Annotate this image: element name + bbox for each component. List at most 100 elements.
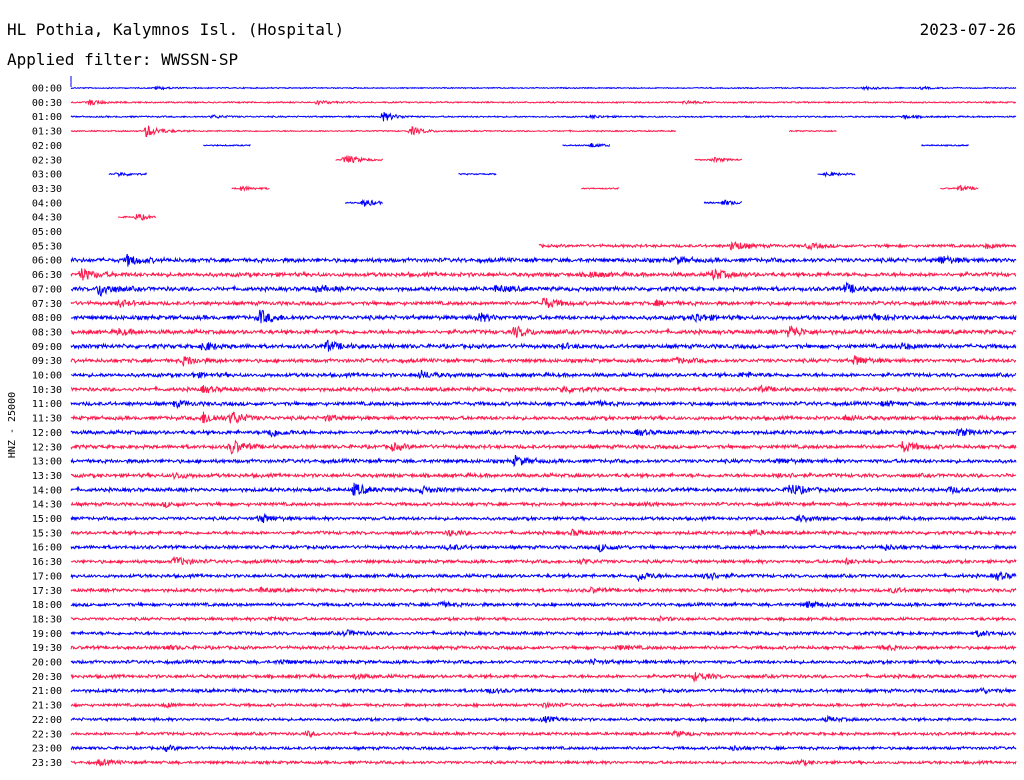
- trace-0900-seg-0: [70, 339, 1017, 352]
- trace-0400-seg-1: [703, 199, 743, 206]
- trace-0330-seg-2: [940, 184, 979, 191]
- row-label-2130: 21:30: [32, 701, 62, 712]
- trace-1400-seg-0: [70, 482, 1017, 496]
- trace-0930-seg-0: [70, 355, 1016, 367]
- trace-0000-seg-0: [70, 85, 1017, 92]
- trace-1430-seg-0: [70, 500, 1017, 509]
- row-label-1630: 16:30: [32, 557, 62, 568]
- trace-0230-seg-0: [335, 154, 384, 164]
- trace-1800-seg-0: [70, 599, 1017, 609]
- row-label-1030: 10:30: [32, 385, 62, 396]
- trace-1530-seg-0: [70, 528, 1017, 537]
- trace-1730-seg-0: [70, 586, 1017, 595]
- row-label-1930: 19:30: [32, 643, 62, 654]
- row-label-0800: 08:00: [32, 313, 62, 324]
- row-label-1230: 12:30: [32, 442, 62, 453]
- row-label-1330: 13:30: [32, 471, 62, 482]
- row-label-1000: 10:00: [32, 371, 62, 382]
- row-label-2230: 22:30: [32, 729, 62, 740]
- trace-0530-seg-0: [538, 241, 1017, 251]
- trace-2300-seg-0: [70, 744, 1017, 753]
- row-label-0330: 03:30: [32, 184, 62, 195]
- trace-1100-seg-0: [70, 398, 1017, 410]
- trace-0330-seg-0: [231, 185, 270, 192]
- plot-date: 2023-07-26: [919, 20, 1016, 39]
- row-label-0730: 07:30: [32, 299, 62, 310]
- row-label-1200: 12:00: [32, 428, 62, 439]
- trace-1330-seg-0: [70, 471, 1017, 481]
- trace-0300-seg-0: [108, 171, 148, 178]
- row-label-0500: 05:00: [32, 227, 62, 238]
- trace-0700-seg-0: [70, 281, 1017, 297]
- row-label-2300: 23:00: [32, 744, 62, 755]
- trace-2100-seg-0: [70, 686, 1017, 695]
- trace-1630-seg-0: [70, 556, 1017, 566]
- trace-2000-seg-0: [70, 657, 1017, 666]
- y-axis-label: HNZ - 25000: [7, 392, 18, 458]
- trace-1030-seg-0: [70, 384, 1017, 395]
- trace-2130-seg-0: [70, 700, 1017, 710]
- row-label-0600: 06:00: [32, 256, 62, 267]
- row-label-1800: 18:00: [32, 600, 62, 611]
- trace-0130-seg-1: [788, 129, 837, 133]
- trace-1900-seg-0: [70, 629, 1016, 638]
- trace-0730-seg-0: [70, 297, 1017, 308]
- trace-0200-seg-1: [562, 142, 611, 148]
- trace-0400-seg-0: [345, 198, 383, 207]
- trace-0300-seg-1: [458, 172, 497, 176]
- row-label-1530: 15:30: [32, 528, 62, 539]
- row-label-2000: 20:00: [32, 658, 62, 669]
- row-label-1600: 16:00: [32, 543, 62, 554]
- trace-0430-seg-0: [117, 213, 157, 221]
- row-label-0430: 04:30: [32, 213, 62, 224]
- trace-0800-seg-0: [70, 309, 1017, 324]
- row-label-0930: 09:30: [32, 356, 62, 367]
- row-label-0100: 01:00: [32, 112, 62, 123]
- row-label-1300: 13:00: [32, 457, 62, 468]
- row-label-0530: 05:30: [32, 241, 62, 252]
- trace-1500-seg-0: [70, 512, 1017, 524]
- row-label-0900: 09:00: [32, 342, 62, 353]
- trace-0830-seg-0: [70, 324, 1017, 338]
- trace-0630-seg-0: [70, 268, 1017, 282]
- row-label-1500: 15:00: [32, 514, 62, 525]
- filter-label: Applied filter: WWSSN-SP: [7, 50, 239, 69]
- trace-1700-seg-0: [70, 570, 1017, 583]
- row-label-1430: 14:30: [32, 500, 62, 511]
- row-label-1830: 18:30: [32, 614, 62, 625]
- row-label-1130: 11:30: [32, 414, 62, 425]
- station-title: HL Pothia, Kalymnos Isl. (Hospital): [7, 20, 345, 39]
- row-label-0230: 02:30: [32, 155, 62, 166]
- trace-0600-seg-0: [70, 253, 1017, 267]
- trace-1230-seg-0: [70, 439, 1017, 455]
- trace-0300-seg-2: [817, 171, 856, 178]
- trace-rows: [70, 85, 1017, 767]
- row-label-1900: 19:00: [32, 629, 62, 640]
- trace-2030-seg-0: [70, 672, 1017, 683]
- row-label-0030: 00:30: [32, 98, 62, 109]
- trace-0200-seg-0: [203, 143, 251, 147]
- trace-0230-seg-1: [694, 156, 743, 164]
- trace-0100-seg-0: [70, 112, 1017, 122]
- row-label-1730: 17:30: [32, 586, 62, 597]
- row-label-0130: 01:30: [32, 127, 62, 138]
- row-label-0000: 00:00: [32, 84, 62, 95]
- trace-0130-seg-0: [70, 125, 677, 138]
- row-labels: 00:00 00:30 01:00 01:30 02:00 02:30 03:00 03:30…: [32, 84, 62, 769]
- trace-0200-seg-2: [921, 143, 969, 147]
- row-label-1700: 17:00: [32, 571, 62, 582]
- row-label-2030: 20:30: [32, 672, 62, 683]
- trace-0030-seg-0: [70, 98, 1017, 106]
- row-label-2330: 23:30: [32, 758, 62, 769]
- row-label-2100: 21:00: [32, 686, 62, 697]
- trace-2200-seg-0: [70, 714, 1017, 724]
- trace-2230-seg-0: [70, 729, 1017, 738]
- trace-1830-seg-0: [70, 615, 1017, 623]
- row-label-0200: 02:00: [32, 141, 62, 152]
- trace-2330-seg-0: [70, 758, 1017, 767]
- trace-1200-seg-0: [70, 427, 1017, 438]
- row-label-2200: 22:00: [32, 715, 62, 726]
- row-label-0400: 04:00: [32, 198, 62, 209]
- trace-0330-seg-1: [581, 187, 620, 190]
